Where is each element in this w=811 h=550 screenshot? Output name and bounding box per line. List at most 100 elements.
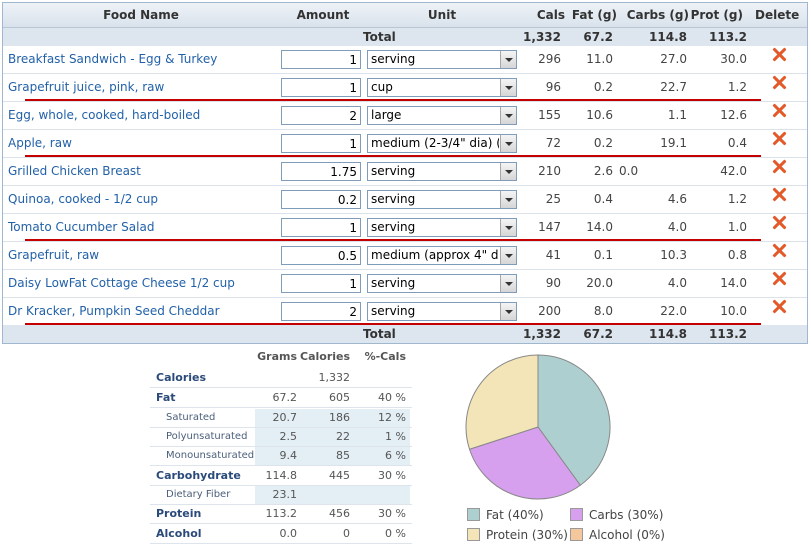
- unit-select[interactable]: large: [367, 106, 517, 125]
- unit-select[interactable]: medium (2-3/4" dia) (a: [367, 134, 517, 153]
- chevron-down-icon[interactable]: [500, 107, 516, 124]
- chevron-down-icon[interactable]: [500, 247, 516, 264]
- delete-x-icon[interactable]: [771, 102, 788, 119]
- summary-row: Monounsaturated 9.4 85 6 %: [150, 446, 412, 466]
- total-label: Total: [363, 327, 396, 341]
- delete-x-icon[interactable]: [771, 74, 788, 91]
- nutrient-label: Carbohydrate: [156, 469, 241, 482]
- unit-selected-value: serving: [371, 52, 416, 66]
- delete-x-icon[interactable]: [771, 186, 788, 203]
- carbs-value: 27.0: [660, 52, 687, 66]
- header-food-name[interactable]: Food Name: [103, 8, 179, 22]
- delete-x-icon[interactable]: [771, 242, 788, 259]
- header-unit[interactable]: Unit: [427, 8, 457, 22]
- pie-slice-protein: [465, 354, 539, 450]
- amount-input[interactable]: [281, 134, 361, 153]
- food-row: Tomato Cucumber Salad serving 147 14.0 4.0 1.…: [3, 214, 807, 242]
- chevron-down-icon[interactable]: [500, 79, 516, 96]
- chevron-down-icon[interactable]: [500, 163, 516, 180]
- food-name-link[interactable]: Tomato Cucumber Salad: [8, 220, 155, 234]
- header-amount[interactable]: Amount: [296, 8, 350, 22]
- cals-value: 96: [545, 80, 561, 94]
- table-header: Food Name Amount Unit Cals Fat (g) Carbs…: [3, 3, 807, 28]
- amount-input[interactable]: [281, 246, 361, 265]
- unit-select[interactable]: serving: [367, 190, 517, 209]
- unit-selected-value: serving: [371, 304, 416, 318]
- unit-select[interactable]: serving: [367, 274, 517, 293]
- row-shading: [255, 409, 410, 427]
- unit-select[interactable]: serving: [367, 218, 517, 237]
- unit-selected-value: serving: [371, 276, 416, 290]
- pie-slice-carbs: [468, 426, 582, 500]
- food-row: Daisy LowFat Cottage Cheese 1/2 cup servi…: [3, 270, 807, 298]
- legend-label: Fat (40%): [486, 508, 544, 522]
- summary-row: Alcohol 0.0 0 0 %: [150, 524, 412, 544]
- delete-x-icon[interactable]: [771, 214, 788, 231]
- amount-input[interactable]: [281, 106, 361, 125]
- food-name-link[interactable]: Quinoa, cooked - 1/2 cup: [8, 192, 159, 206]
- food-name-link[interactable]: Grilled Chicken Breast: [8, 164, 141, 178]
- chevron-down-icon[interactable]: [500, 303, 516, 320]
- header-carbs[interactable]: Carbs (g): [626, 8, 689, 22]
- unit-select[interactable]: serving: [367, 162, 517, 181]
- summary-header: Grams Calories %-Cals: [150, 346, 412, 368]
- carbs-value: 10.3: [660, 248, 687, 262]
- amount-input[interactable]: [281, 162, 361, 181]
- nutrient-label: Alcohol: [156, 527, 202, 540]
- pct-cals-value: 30 %: [378, 507, 406, 520]
- carbs-value: 22.7: [660, 80, 687, 94]
- header-cals[interactable]: Cals: [536, 8, 565, 22]
- food-name-link[interactable]: Egg, whole, cooked, hard-boiled: [8, 108, 201, 122]
- nutrient-label: Polyunsaturated: [166, 431, 248, 442]
- meal-separator: [25, 323, 761, 325]
- unit-select[interactable]: serving: [367, 50, 517, 69]
- amount-input[interactable]: [281, 274, 361, 293]
- food-name-link[interactable]: Dr Kracker, Pumpkin Seed Cheddar: [8, 304, 220, 318]
- food-name-link[interactable]: Grapefruit juice, pink, raw: [8, 80, 165, 94]
- grams-value: 2.5: [279, 430, 298, 443]
- fat-value: 20.0: [586, 276, 613, 290]
- prot-value: 0.4: [727, 136, 747, 150]
- amount-input[interactable]: [281, 50, 361, 69]
- header-prot[interactable]: Prot (g): [690, 8, 743, 22]
- chevron-down-icon[interactable]: [500, 191, 516, 208]
- delete-x-icon[interactable]: [771, 298, 788, 315]
- delete-x-icon[interactable]: [771, 158, 788, 175]
- amount-input[interactable]: [281, 218, 361, 237]
- unit-selected-value: large: [371, 108, 402, 122]
- delete-x-icon[interactable]: [771, 130, 788, 147]
- amount-input[interactable]: [281, 78, 361, 97]
- food-name-link[interactable]: Daisy LowFat Cottage Cheese 1/2 cup: [8, 276, 235, 290]
- pct-cals-value: 6 %: [385, 449, 406, 462]
- chevron-down-icon[interactable]: [500, 51, 516, 68]
- food-name-link[interactable]: Apple, raw: [8, 136, 72, 150]
- carbs-value: 4.0: [667, 276, 687, 290]
- summary-row: Calories 1,332: [150, 368, 412, 388]
- delete-x-icon[interactable]: [771, 46, 788, 63]
- header-fat[interactable]: Fat (g): [571, 8, 617, 22]
- amount-input[interactable]: [281, 190, 361, 209]
- legend-item-protein: Protein (30%): [467, 526, 577, 544]
- food-name-link[interactable]: Grapefruit, raw: [8, 248, 100, 262]
- prot-value: 30.0: [720, 52, 747, 66]
- cals-value: 90: [545, 276, 561, 290]
- pct-cals-value: 30 %: [378, 469, 406, 482]
- unit-selected-value: medium (approx 4" dia: [371, 248, 499, 262]
- legend-item-fat: Fat (40%): [467, 506, 577, 524]
- chevron-down-icon[interactable]: [500, 275, 516, 292]
- fat-value: 0.1: [593, 248, 613, 262]
- delete-x-icon[interactable]: [771, 270, 788, 287]
- chevron-down-icon[interactable]: [500, 135, 516, 152]
- total-cals: 1,332: [523, 30, 561, 44]
- unit-select[interactable]: cup: [367, 78, 517, 97]
- pct-cals-value: 40 %: [378, 391, 406, 404]
- food-name-link[interactable]: Breakfast Sandwich - Egg & Turkey: [8, 52, 218, 66]
- unit-select[interactable]: medium (approx 4" dia: [367, 246, 517, 265]
- calories-value: 1,332: [318, 371, 351, 384]
- nutrient-label: Calories: [156, 371, 207, 384]
- nutrient-label: Fat: [156, 391, 176, 404]
- chevron-down-icon[interactable]: [500, 219, 516, 236]
- total-carbs: 114.8: [649, 30, 687, 44]
- unit-select[interactable]: serving: [367, 302, 517, 321]
- amount-input[interactable]: [281, 302, 361, 321]
